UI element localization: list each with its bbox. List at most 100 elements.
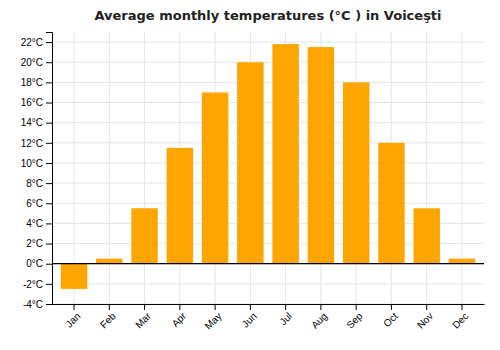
x-tick-label: Jul (277, 310, 294, 327)
grid-line-y (52, 142, 484, 143)
x-tick-mark (144, 304, 145, 310)
x-tick: May (202, 304, 223, 332)
y-tick-label: -4°C (23, 299, 43, 310)
y-axis-line (46, 33, 53, 305)
y-axis: -4°C -2°C 0°C 2°C 4°C 6°C 8°C 10°C 12°C 14°C 16°C 1… (21, 33, 53, 310)
x-tick-label: Nov (415, 310, 435, 330)
baseline (52, 263, 484, 264)
x-tick: Jan (63, 304, 82, 330)
x-tick-label: Dec (450, 310, 470, 330)
bar (202, 92, 228, 263)
x-tick: Apr (170, 304, 189, 329)
y-tick-label: 20°C (21, 57, 43, 68)
x-tick-mark (426, 304, 427, 310)
grid-line-y (52, 82, 484, 83)
y-tick-mark (46, 264, 52, 265)
y-tick-mark (46, 143, 52, 144)
y-tick: 12°C (21, 138, 52, 149)
x-tick-mark (356, 304, 357, 310)
x-tick-label: Jun (240, 310, 259, 329)
grid-line-y (52, 203, 484, 204)
x-tick-label: Apr (170, 310, 189, 329)
bar (61, 264, 87, 289)
x-tick-mark (74, 304, 75, 310)
x-tick: Jul (277, 304, 294, 327)
grid-line-y (52, 263, 484, 264)
y-tick-mark (46, 62, 52, 63)
y-tick-label: 6°C (26, 198, 43, 209)
y-tick: 16°C (21, 97, 52, 108)
grid (52, 32, 484, 304)
y-tick-label: 18°C (21, 77, 43, 88)
y-tick-label: 14°C (21, 117, 43, 128)
x-tick: Sep (344, 304, 365, 331)
y-tick-mark (46, 244, 52, 245)
bar (308, 47, 334, 264)
y-tick: 6°C (26, 198, 52, 209)
title: Average monthly temperatures (°C ) in Vo… (94, 8, 441, 23)
y-tick-mark (46, 183, 52, 184)
y-tick-mark (46, 103, 52, 104)
plot: -4°C -2°C 0°C 2°C 4°C 6°C 8°C 10°C 12°C 14°C 16°C 1… (21, 32, 485, 332)
grid-line-y (52, 283, 484, 284)
bar (167, 148, 193, 264)
x-tick: Nov (415, 304, 435, 331)
y-tick-mark (46, 304, 52, 305)
y-tick-mark (46, 284, 52, 285)
bars (61, 44, 475, 289)
bar (96, 259, 122, 264)
y-tick-label: 4°C (26, 218, 43, 229)
chart: -4°C -2°C 0°C 2°C 4°C 6°C 8°C 10°C 12°C 14°C 16°C 1… (0, 0, 500, 350)
y-tick: 0°C (26, 258, 52, 269)
x-tick-label: Mar (133, 310, 153, 330)
x-tick-label: Oct (381, 310, 400, 329)
y-tick-mark (46, 163, 52, 164)
y-tick: 22°C (21, 37, 52, 48)
y-tick-label: 16°C (21, 97, 43, 108)
bar (413, 208, 439, 263)
bar (378, 143, 404, 264)
y-tick-label: 2°C (26, 238, 43, 249)
bar (272, 44, 298, 264)
x-axis-line (53, 304, 485, 305)
y-tick: 4°C (26, 218, 52, 229)
bar (343, 82, 369, 263)
bar (449, 259, 475, 264)
y-tick: 2°C (26, 238, 52, 249)
y-tick-mark (46, 203, 52, 204)
x-tick-mark (461, 304, 462, 310)
x-tick: Dec (450, 304, 470, 331)
y-tick-mark (46, 82, 52, 83)
y-tick: -2°C (23, 279, 52, 290)
y-tick-label: 12°C (21, 138, 43, 149)
y-tick: 14°C (21, 117, 52, 128)
y-tick: 8°C (26, 178, 52, 189)
y-tick: 18°C (21, 77, 52, 88)
x-tick-label: Sep (344, 310, 365, 331)
grid-line-y (52, 122, 484, 123)
bar (131, 208, 157, 263)
y-tick: 10°C (21, 158, 52, 169)
x-tick: Jun (240, 304, 259, 330)
x-tick-mark (320, 304, 321, 310)
grid-line-y (52, 62, 484, 63)
x-axis: JanFebMarAprMayJunJulAugSepOctNovDec (53, 304, 485, 332)
grid-line-y (52, 42, 484, 43)
grid-line-y (52, 162, 484, 163)
x-tick-label: Jan (63, 310, 82, 329)
x-tick-mark (109, 304, 110, 310)
x-tick: Aug (309, 304, 329, 331)
y-tick-label: 10°C (21, 158, 43, 169)
y-tick-label: -2°C (23, 279, 43, 290)
grid-line-y (52, 304, 484, 305)
y-tick-mark (46, 123, 52, 124)
grid-line-y (52, 183, 484, 184)
y-tick: 20°C (21, 57, 52, 68)
bar (237, 62, 263, 263)
x-tick-mark (179, 304, 180, 310)
y-tick: -4°C (23, 299, 52, 310)
x-tick-mark (215, 304, 216, 310)
x-tick-label: Aug (309, 310, 329, 330)
x-tick: Mar (133, 304, 153, 330)
grid-line-y (52, 102, 484, 103)
